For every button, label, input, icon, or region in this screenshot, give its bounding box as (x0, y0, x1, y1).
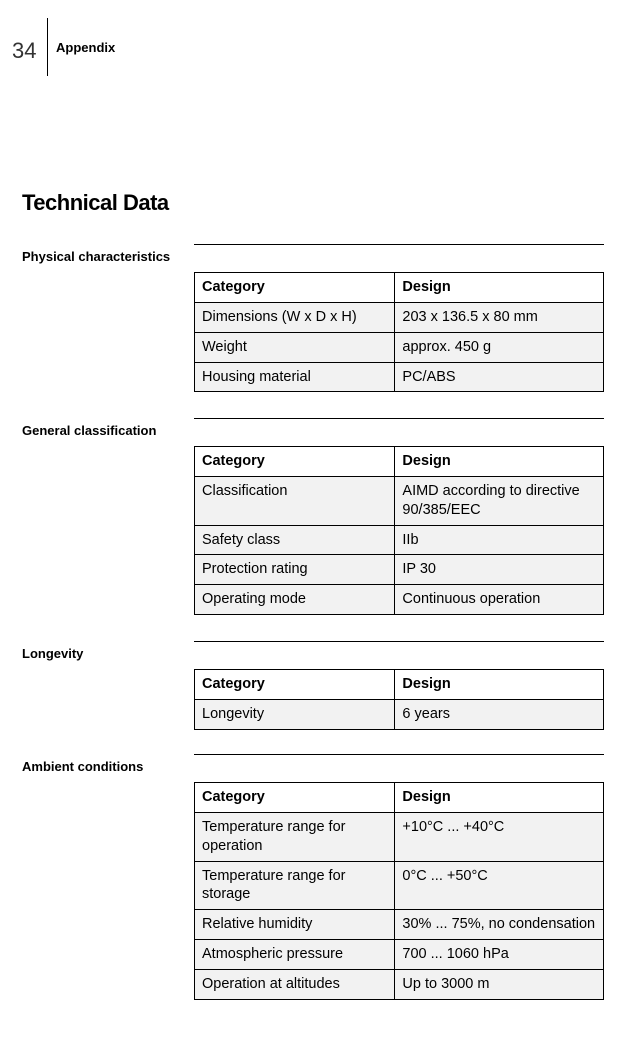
table-cell: Safety class (195, 525, 395, 555)
table-cell: Temperature range for operation (195, 812, 395, 861)
section-divider (194, 641, 604, 642)
section-divider (194, 754, 604, 755)
page-number: 34 (12, 38, 36, 64)
table-row: Weightapprox. 450 g (195, 332, 604, 362)
section-label: General classification (22, 422, 172, 440)
header-label: Appendix (56, 40, 115, 55)
header-divider (47, 18, 48, 76)
table-header-cell: Category (195, 670, 395, 700)
table-row: ClassificationAIMD according to direc­ti… (195, 476, 604, 525)
table-cell: +10°C ... +40°C (395, 812, 604, 861)
table-cell: Up to 3000 m (395, 969, 604, 999)
spec-table: CategoryDesignTemperature range for oper… (194, 782, 604, 1000)
table-row: CategoryDesign (195, 447, 604, 477)
table-cell: Longevity (195, 699, 395, 729)
table-row: Dimensions (W x D x H)203 x 136.5 x 80 m… (195, 302, 604, 332)
table-cell: Operation at altitudes (195, 969, 395, 999)
table-row: Relative humidity30% ... 75%, no condens… (195, 910, 604, 940)
table-cell: IIb (395, 525, 604, 555)
table-cell: Protection rating (195, 555, 395, 585)
section-label: Ambient conditions (22, 758, 172, 776)
section-divider (194, 418, 604, 419)
table-row: Atmospheric pressure700 ... 1060 hPa (195, 940, 604, 970)
section-divider (194, 244, 604, 245)
table-header-cell: Design (395, 670, 604, 700)
table-cell: Operating mode (195, 585, 395, 615)
table-row: CategoryDesign (195, 783, 604, 813)
table-cell: Relative humidity (195, 910, 395, 940)
table-cell: Continuous operation (395, 585, 604, 615)
table-row: Safety classIIb (195, 525, 604, 555)
table-cell: Weight (195, 332, 395, 362)
table-row: Protection ratingIP 30 (195, 555, 604, 585)
table-row: Operating modeContinuous operation (195, 585, 604, 615)
table-row: Operation at altitudesUp to 3000 m (195, 969, 604, 999)
table-cell: 700 ... 1060 hPa (395, 940, 604, 970)
table-row: CategoryDesign (195, 273, 604, 303)
section-label: Longevity (22, 645, 172, 663)
table-cell: Housing material (195, 362, 395, 392)
table-cell: 203 x 136.5 x 80 mm (395, 302, 604, 332)
spec-table: CategoryDesignClassificationAIMD accordi… (194, 446, 604, 615)
table-row: Temperature range for operation+10°C ...… (195, 812, 604, 861)
table-cell: Atmospheric pressure (195, 940, 395, 970)
table-cell: 0°C ... +50°C (395, 861, 604, 910)
table-cell: AIMD according to direc­tive 90/385/EEC (395, 476, 604, 525)
section-label: Physical characteristics (22, 248, 172, 266)
spec-table: CategoryDesignLongevity6 years (194, 669, 604, 730)
page-title: Technical Data (22, 190, 169, 216)
table-cell: Dimensions (W x D x H) (195, 302, 395, 332)
page-header: 34 Appendix (0, 18, 628, 78)
table-cell: approx. 450 g (395, 332, 604, 362)
table-cell: PC/ABS (395, 362, 604, 392)
table-header-cell: Category (195, 447, 395, 477)
table-header-cell: Design (395, 273, 604, 303)
table-header-cell: Category (195, 783, 395, 813)
table-cell: 6 years (395, 699, 604, 729)
table-header-cell: Design (395, 783, 604, 813)
table-row: Longevity6 years (195, 699, 604, 729)
table-cell: Classification (195, 476, 395, 525)
table-cell: IP 30 (395, 555, 604, 585)
table-cell: 30% ... 75%, no condensation (395, 910, 604, 940)
table-row: Temperature range for storage0°C ... +50… (195, 861, 604, 910)
table-row: CategoryDesign (195, 670, 604, 700)
table-header-cell: Category (195, 273, 395, 303)
table-row: Housing materialPC/ABS (195, 362, 604, 392)
table-header-cell: Design (395, 447, 604, 477)
table-cell: Temperature range for storage (195, 861, 395, 910)
spec-table: CategoryDesignDimensions (W x D x H)203 … (194, 272, 604, 392)
